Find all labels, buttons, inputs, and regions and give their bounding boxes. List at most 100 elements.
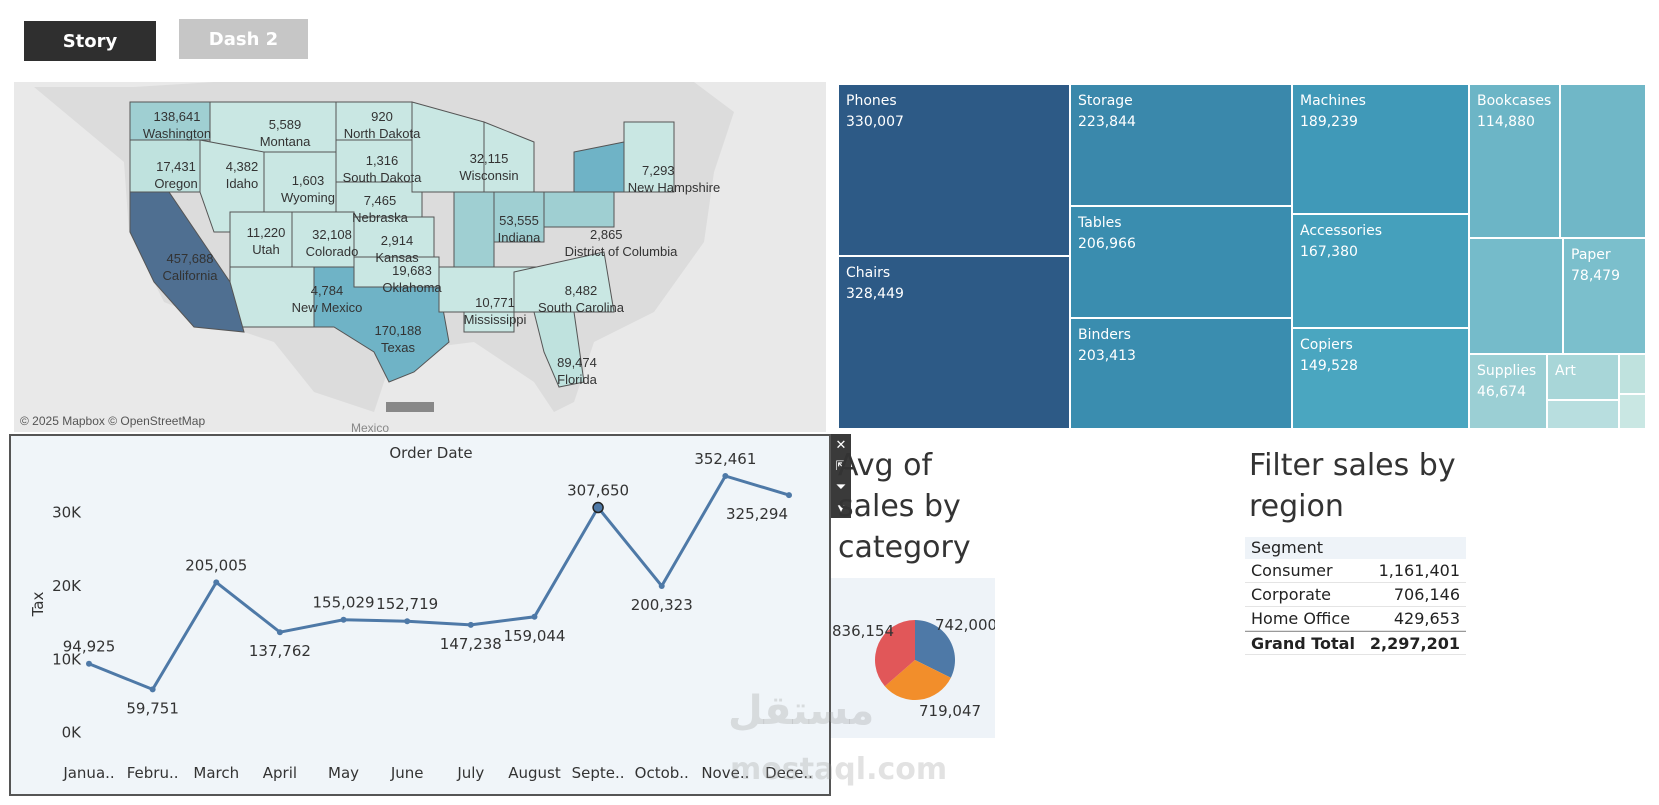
grand-total-value: 2,297,201 xyxy=(1369,634,1460,653)
treemap-cell-tables[interactable]: Tables 206,966 xyxy=(1070,206,1292,318)
x-tick-label: Febru.. xyxy=(127,764,179,782)
state-label-utah[interactable]: 11,220 Utah xyxy=(246,225,286,257)
data-label: 152,719 xyxy=(376,595,438,613)
map-attribution[interactable]: © 2025 Mapbox © OpenStreetMap xyxy=(20,414,206,428)
table-row[interactable]: Home Office 429,653 xyxy=(1245,607,1466,631)
x-tick-label: August xyxy=(508,764,561,782)
pie-slice[interactable] xyxy=(884,660,951,700)
state-label-california[interactable]: 457,688 California xyxy=(162,251,218,283)
tab-story[interactable]: Story xyxy=(24,21,156,61)
treemap-cell-furnishings[interactable] xyxy=(1560,84,1646,238)
pie-title: Avg of sales by category xyxy=(838,448,971,565)
pie-canvas: 742,000 719,047 836,154 xyxy=(832,616,997,720)
state-label-florida[interactable]: 89,474 Florida xyxy=(557,355,597,387)
state-label-wyoming[interactable]: 1,603 Wyoming xyxy=(280,173,336,205)
treemap-cell-misc[interactable] xyxy=(1619,394,1646,429)
data-point[interactable] xyxy=(658,583,665,589)
treemap-cell-labels[interactable] xyxy=(1547,400,1619,429)
treemap-cell-art[interactable]: Art xyxy=(1547,354,1619,400)
popout-icon[interactable]: ⇱ xyxy=(835,458,847,473)
treemap-cell-supplies[interactable]: Supplies 46,674 xyxy=(1469,354,1547,429)
data-point[interactable] xyxy=(531,613,538,620)
x-tick-label: July xyxy=(456,764,484,782)
chart-toolbar: ✕ ⇱ ⏷ ▾ xyxy=(831,434,851,518)
data-label: 147,238 xyxy=(440,635,502,653)
state-label-south-dakota[interactable]: 1,316 South Dakota xyxy=(342,153,422,185)
state-label-south-carolina[interactable]: 8,482 South Carolina xyxy=(538,283,624,315)
line-chart-canvas: Order Date Tax 30K 20K 10K 0K Janua.. Febru.… xyxy=(29,444,813,782)
state-label-oregon[interactable]: 17,431 Oregon xyxy=(154,159,198,191)
treemap-cell-chairs[interactable]: Chairs 328,449 xyxy=(838,256,1070,429)
segment-value: 1,161,401 xyxy=(1378,561,1460,580)
data-point[interactable] xyxy=(722,473,729,479)
data-point[interactable] xyxy=(276,629,283,636)
treemap-cell-accessories[interactable]: Accessories 167,380 xyxy=(1292,214,1469,328)
more-options-icon[interactable]: ▾ xyxy=(837,500,845,515)
pie-slice[interactable] xyxy=(875,620,915,687)
state-label-washington[interactable]: 138,641 Washington xyxy=(142,109,212,141)
treemap-cell-fasteners[interactable] xyxy=(1619,354,1646,394)
state-label-new-mexico[interactable]: 4,784 New Mexico xyxy=(291,283,363,315)
state-label-wisconsin[interactable]: 32,115 Wisconsin xyxy=(459,151,519,183)
treemap-cell-copiers[interactable]: Copiers 149,528 xyxy=(1292,328,1469,429)
data-label: 200,323 xyxy=(631,596,693,614)
grand-total-label: Grand Total xyxy=(1251,634,1355,653)
treemap-cell-envelopes[interactable] xyxy=(1469,238,1563,354)
filter-icon[interactable]: ⏷ xyxy=(835,479,847,494)
state-label-district-of-columbia[interactable]: 2,865 District of Columbia xyxy=(564,227,678,259)
state-label-new-hampshire[interactable]: 7,293 New Hampshire xyxy=(627,163,721,195)
x-tick-label: Nove.. xyxy=(701,764,749,782)
tax-series-line xyxy=(88,474,790,692)
monthly-tax-line-chart[interactable]: Order Date Tax 30K 20K 10K 0K Janua.. Febru.… xyxy=(9,434,831,796)
state-label-north-dakota[interactable]: 920 North Dakota xyxy=(343,109,421,141)
data-point[interactable] xyxy=(149,686,156,693)
pie-slice[interactable] xyxy=(915,620,955,678)
pie-label-1: 719,047 xyxy=(919,702,981,720)
treemap-cell-binders[interactable]: Binders 203,413 xyxy=(1070,318,1292,429)
state-label-oklahoma[interactable]: 19,683 Oklahoma xyxy=(382,263,442,295)
country-label-mexico: Mexico xyxy=(350,421,389,432)
watermark-url: mostaql.com xyxy=(730,752,948,787)
state-label-texas[interactable]: 170,188 Texas xyxy=(374,323,422,355)
pie-label-2: 836,154 xyxy=(832,622,894,640)
pie-chart[interactable]: 742,000 719,047 836,154 xyxy=(831,578,997,738)
treemap-cell-paper[interactable]: Paper 78,479 xyxy=(1563,238,1646,354)
close-icon[interactable]: ✕ xyxy=(835,437,847,452)
data-label: 205,005 xyxy=(185,556,247,574)
state-label-mississippi[interactable]: 10,771 Mississippi xyxy=(463,295,527,327)
tab-dash-2[interactable]: Dash 2 xyxy=(179,19,308,59)
data-label: 325,294 xyxy=(726,505,788,523)
treemap-cell-storage[interactable]: Storage 223,844 xyxy=(1070,84,1292,206)
state-label-nebraska[interactable]: 7,465 Nebraska xyxy=(352,193,408,225)
segment-value: 429,653 xyxy=(1393,609,1460,628)
grand-total-row[interactable]: Grand Total 2,297,201 xyxy=(1245,631,1466,655)
data-point[interactable] xyxy=(213,579,220,586)
state-label-indiana[interactable]: 53,555 Indiana xyxy=(497,213,541,245)
map-canvas xyxy=(14,82,826,432)
data-point[interactable] xyxy=(340,616,347,623)
sales-map[interactable]: 138,641 Washington 5,589 Montana 920 North … xyxy=(14,82,826,432)
table-row[interactable]: Corporate 706,146 xyxy=(1245,583,1466,607)
data-point[interactable] xyxy=(786,492,792,499)
data-point[interactable] xyxy=(467,621,474,628)
x-tick-label: March xyxy=(193,764,239,782)
treemap: Phones 330,007 Chairs 328,449 Storage 223,8… xyxy=(838,84,1646,429)
data-label: 155,029 xyxy=(313,594,375,612)
data-point[interactable] xyxy=(592,501,604,514)
y-tick-label: 0K xyxy=(62,724,83,742)
treemap-cell-bookcases[interactable]: Bookcases 114,880 xyxy=(1469,84,1560,238)
state-label-colorado[interactable]: 32,108 Colorado xyxy=(305,227,359,259)
treemap-cell-machines[interactable]: Machines 189,239 xyxy=(1292,84,1469,214)
data-point[interactable] xyxy=(86,660,92,667)
state-label-idaho[interactable]: 4,382 Idaho xyxy=(225,159,259,191)
data-point[interactable] xyxy=(404,618,411,625)
state-label-montana[interactable]: 5,589 Montana xyxy=(259,117,311,149)
table-row[interactable]: Consumer 1,161,401 xyxy=(1245,559,1466,583)
state-label-kansas[interactable]: 2,914 Kansas xyxy=(375,233,419,265)
y-tick-label: 10K xyxy=(52,650,82,668)
data-label: 59,751 xyxy=(126,699,179,717)
state-labels: 138,641 Washington 5,589 Montana 920 North … xyxy=(14,82,826,432)
treemap-cell-phones[interactable]: Phones 330,007 xyxy=(838,84,1070,256)
segment-name: Home Office xyxy=(1251,609,1351,628)
x-tick-label: Septe.. xyxy=(572,764,625,782)
